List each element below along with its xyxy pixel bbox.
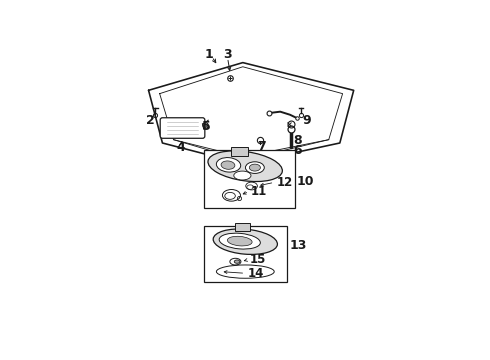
Text: 9: 9: [302, 114, 311, 127]
Text: 1: 1: [204, 48, 213, 61]
Text: 3: 3: [223, 48, 232, 61]
Text: 12: 12: [277, 176, 293, 189]
Text: 5: 5: [202, 120, 211, 133]
Text: 4: 4: [177, 141, 186, 154]
Text: 13: 13: [290, 239, 307, 252]
Ellipse shape: [221, 161, 235, 169]
Text: 8: 8: [293, 134, 302, 147]
Ellipse shape: [227, 236, 252, 246]
Ellipse shape: [234, 171, 251, 180]
Bar: [204, 226, 287, 282]
FancyBboxPatch shape: [231, 147, 248, 156]
FancyBboxPatch shape: [160, 118, 205, 138]
Bar: [204, 150, 295, 208]
Text: 6: 6: [294, 144, 302, 157]
Ellipse shape: [245, 162, 264, 174]
Text: 15: 15: [250, 253, 267, 266]
Text: 7: 7: [257, 140, 266, 153]
FancyBboxPatch shape: [235, 222, 250, 231]
Text: 14: 14: [247, 267, 264, 280]
Ellipse shape: [219, 233, 260, 249]
Ellipse shape: [208, 151, 282, 181]
Text: 2: 2: [146, 114, 154, 127]
Ellipse shape: [213, 229, 277, 255]
Text: 11: 11: [250, 185, 267, 198]
Text: 10: 10: [296, 175, 314, 188]
Ellipse shape: [249, 164, 260, 171]
Ellipse shape: [234, 260, 240, 263]
Ellipse shape: [217, 158, 241, 172]
